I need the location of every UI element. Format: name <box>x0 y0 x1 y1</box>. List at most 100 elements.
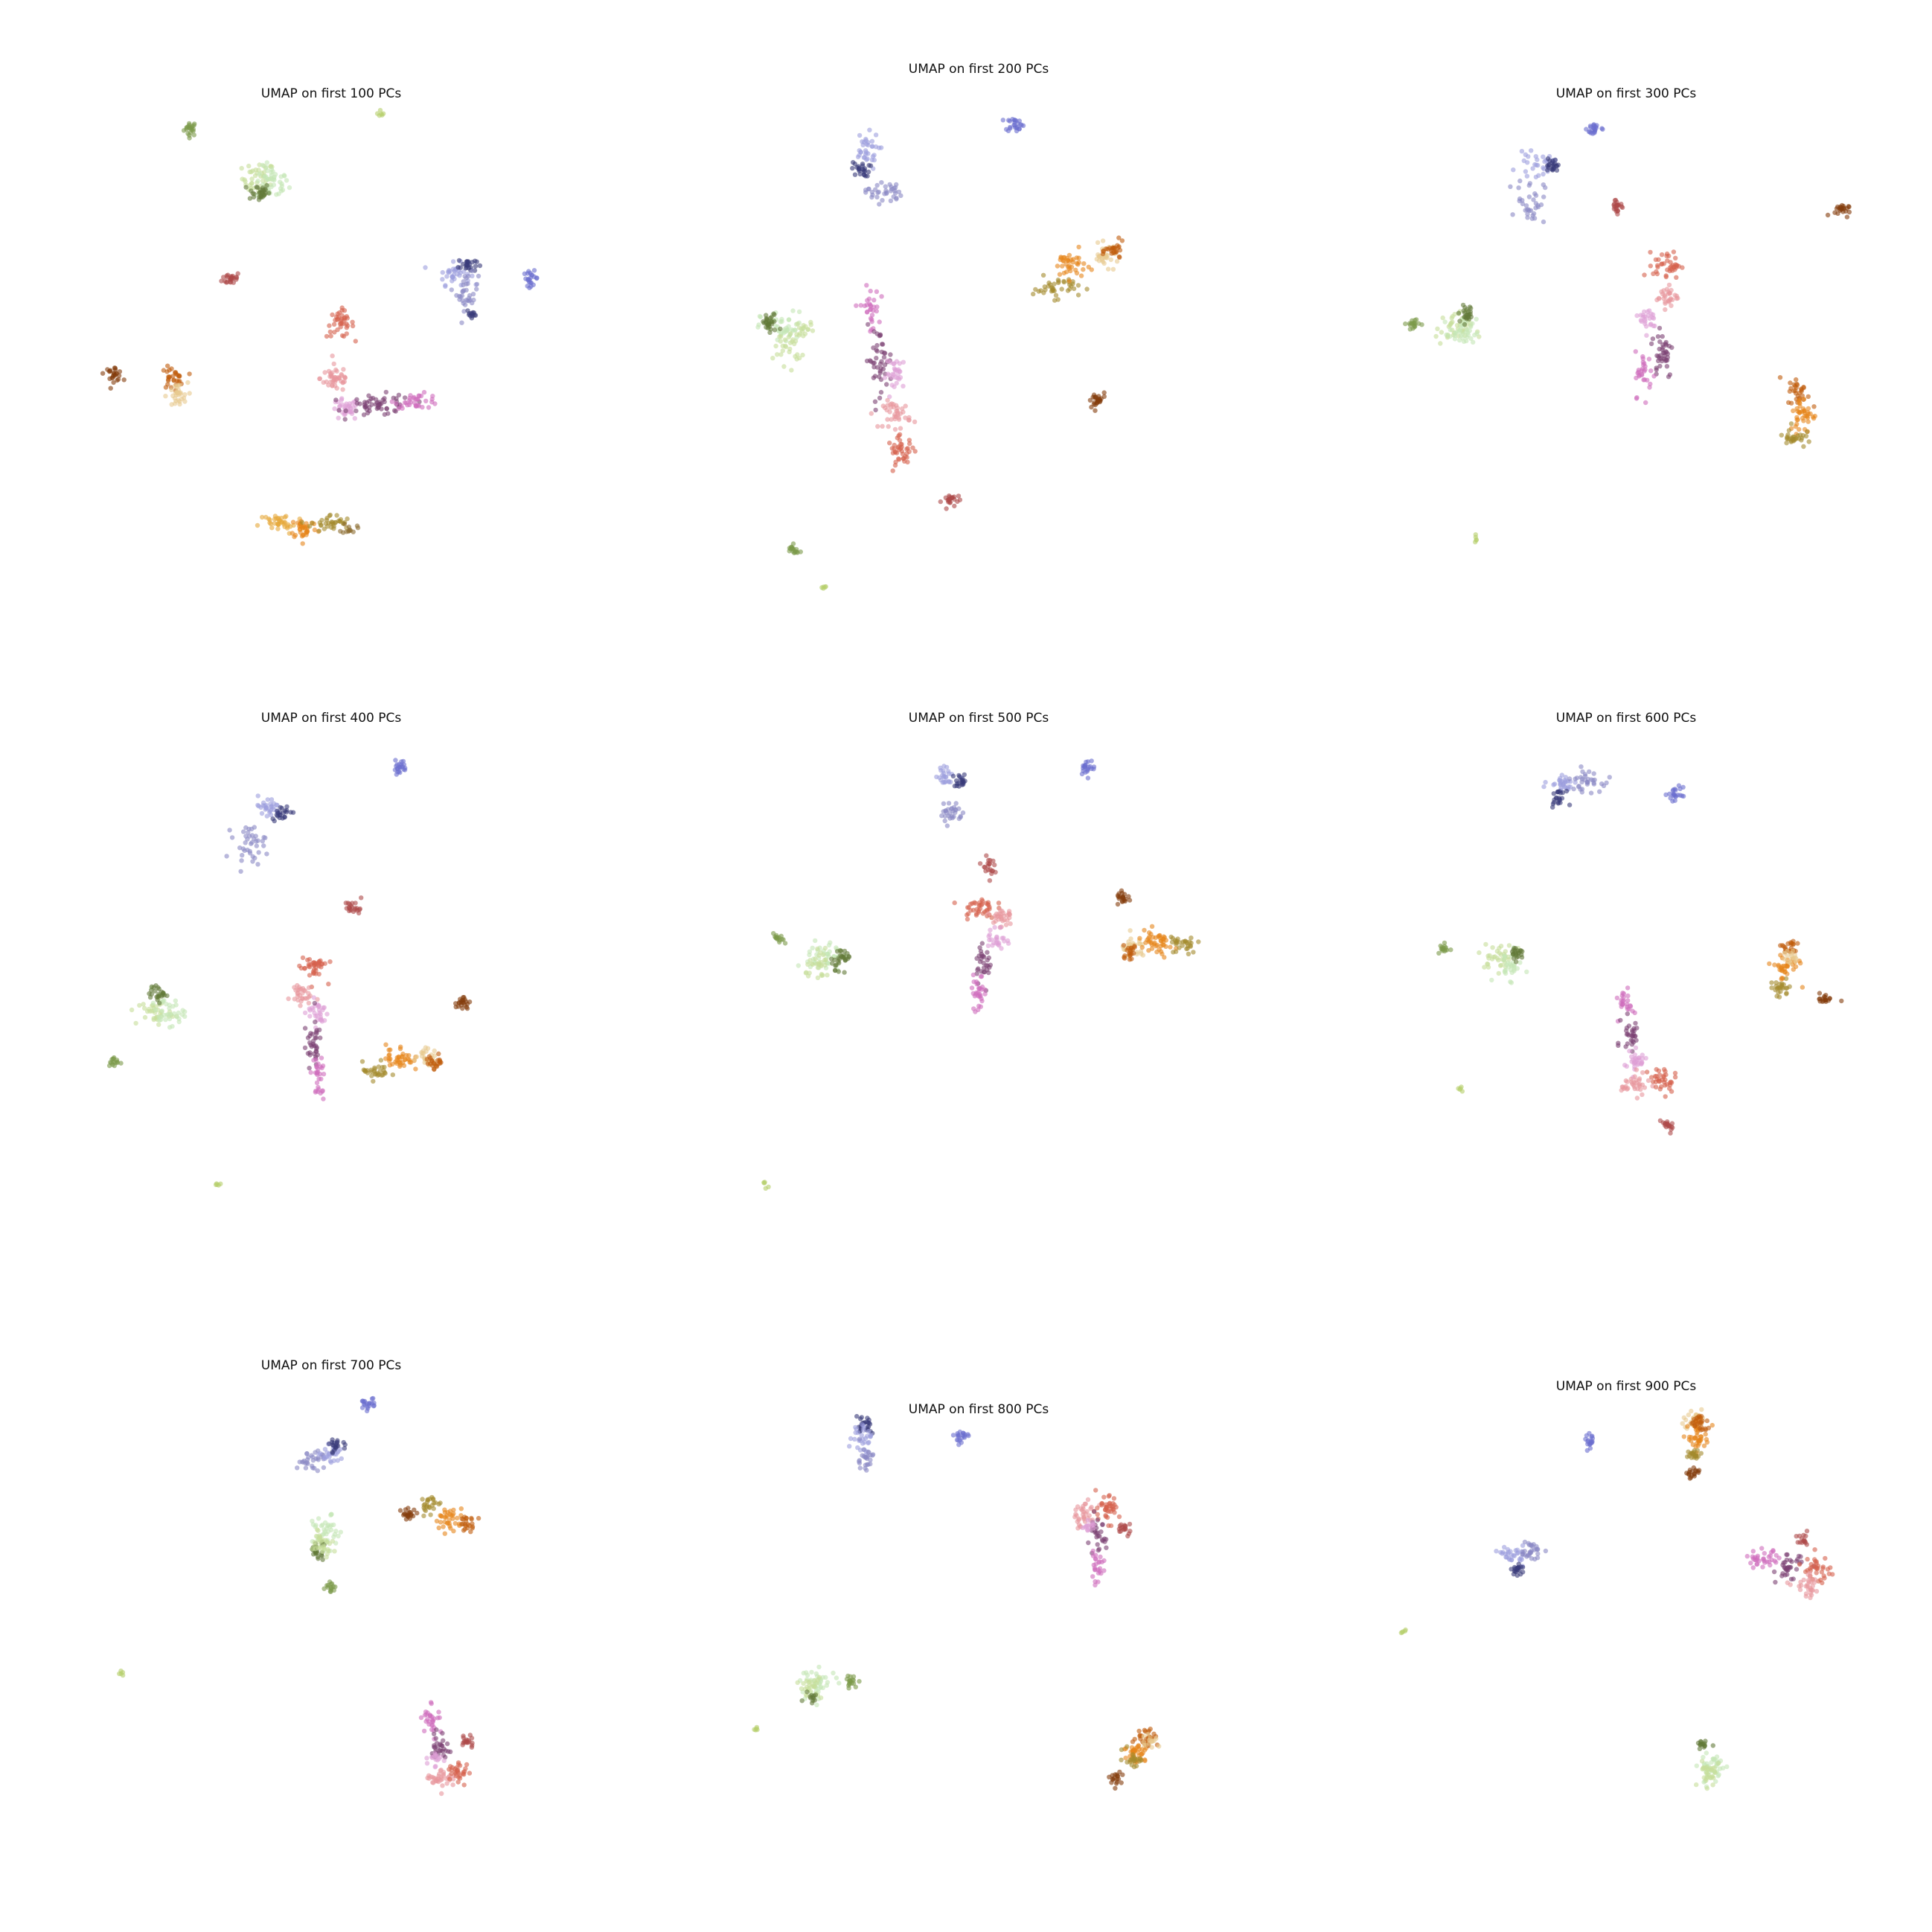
scatter-point <box>430 1496 436 1501</box>
scatter-point <box>892 446 897 451</box>
scatter-point <box>1508 184 1513 189</box>
scatter-point <box>176 1016 182 1022</box>
scatter-point <box>877 374 882 380</box>
scatter-point <box>1689 1439 1694 1444</box>
scatter-point <box>473 313 479 318</box>
scatter-point <box>1111 1496 1117 1501</box>
scatter-point <box>1509 949 1515 954</box>
scatter-point <box>1503 970 1509 976</box>
scatter-point <box>1530 166 1535 171</box>
scatter-cluster <box>1689 1413 1712 1433</box>
scatter-point <box>1663 792 1669 798</box>
scatter-point <box>952 496 957 502</box>
scatter-point <box>1524 969 1529 974</box>
scatter-cluster <box>1115 888 1133 907</box>
scatter-point <box>1093 395 1099 400</box>
scatter-point <box>1803 1591 1809 1596</box>
scatter-point <box>808 319 813 325</box>
scatter-point <box>386 411 391 416</box>
scatter-point <box>396 1055 402 1060</box>
scatter-point <box>1660 350 1666 356</box>
scatter-plot <box>752 1413 1162 1791</box>
scatter-point <box>1160 942 1165 947</box>
scatter-point <box>476 1515 482 1521</box>
scatter-point <box>1634 1095 1640 1101</box>
scatter-point <box>467 1771 473 1776</box>
scatter-point <box>879 359 884 364</box>
scatter-point <box>854 1413 860 1419</box>
scatter-point <box>837 1680 842 1686</box>
scatter-point <box>156 1014 161 1020</box>
scatter-point <box>1674 275 1679 280</box>
scatter-cluster <box>1777 375 1817 409</box>
scatter-cluster <box>1456 1084 1465 1094</box>
scatter-point <box>1096 1546 1102 1552</box>
scatter-point <box>305 1035 311 1040</box>
scatter-point <box>1507 1557 1512 1562</box>
scatter-point <box>912 419 918 424</box>
scatter-point <box>246 163 252 169</box>
scatter-point <box>1125 1759 1130 1765</box>
scatter-point <box>860 139 865 144</box>
scatter-point <box>1093 408 1098 413</box>
scatter-point <box>858 303 863 308</box>
scatter-point <box>1657 363 1663 369</box>
scatter-point <box>810 1682 816 1687</box>
scatter-point <box>1122 892 1127 897</box>
scatter-point <box>901 383 906 388</box>
scatter-point <box>420 1051 425 1056</box>
scatter-point <box>147 1008 153 1014</box>
scatter-point <box>871 157 877 163</box>
scatter-point <box>831 1670 836 1676</box>
scatter-point <box>807 952 812 958</box>
scatter-point <box>473 263 479 269</box>
scatter-point <box>842 970 847 975</box>
scatter-point <box>470 268 475 274</box>
scatter-cluster <box>322 1579 338 1594</box>
scatter-point <box>1642 1085 1648 1090</box>
umap-panel-100: UMAP on first 100 PCs <box>100 86 558 551</box>
scatter-point <box>1526 1542 1532 1548</box>
scatter-point <box>249 826 255 832</box>
scatter-point <box>1793 959 1798 965</box>
scatter-point <box>1820 1566 1826 1571</box>
scatter-cluster <box>1817 991 1844 1004</box>
scatter-point <box>339 316 345 322</box>
scatter-point <box>1533 193 1539 198</box>
scatter-point <box>1508 979 1513 985</box>
scatter-point <box>1070 279 1075 284</box>
scatter-point <box>346 528 351 534</box>
scatter-point <box>977 902 982 908</box>
scatter-point <box>368 396 374 401</box>
scatter-point <box>1115 893 1121 898</box>
scatter-point <box>1660 333 1665 339</box>
panel-title: UMAP on first 400 PCs <box>260 711 402 726</box>
scatter-cluster <box>985 924 1011 951</box>
scatter-point <box>1066 252 1072 258</box>
scatter-point <box>430 1722 435 1728</box>
scatter-point <box>1036 289 1041 294</box>
scatter-point <box>227 828 232 833</box>
scatter-point <box>303 1465 309 1471</box>
scatter-point <box>1076 244 1081 250</box>
scatter-point <box>322 1018 327 1023</box>
scatter-point <box>1820 999 1826 1004</box>
scatter-point <box>1094 257 1099 262</box>
scatter-point <box>1680 784 1686 790</box>
scatter-point <box>308 1069 313 1075</box>
scatter-point <box>864 1468 869 1473</box>
scatter-point <box>1141 1734 1146 1739</box>
scatter-point <box>861 1425 866 1431</box>
scatter-cluster <box>1090 1548 1107 1587</box>
scatter-point <box>1584 1448 1590 1453</box>
scatter-point <box>1771 1569 1777 1575</box>
scatter-point <box>224 854 229 859</box>
scatter-point <box>331 526 336 531</box>
scatter-point <box>310 520 315 525</box>
scatter-point <box>1116 235 1122 240</box>
scatter-point <box>895 410 901 416</box>
scatter-point <box>1620 991 1625 996</box>
scatter-point <box>338 1529 343 1535</box>
scatter-point <box>107 376 112 381</box>
scatter-point <box>223 280 229 285</box>
